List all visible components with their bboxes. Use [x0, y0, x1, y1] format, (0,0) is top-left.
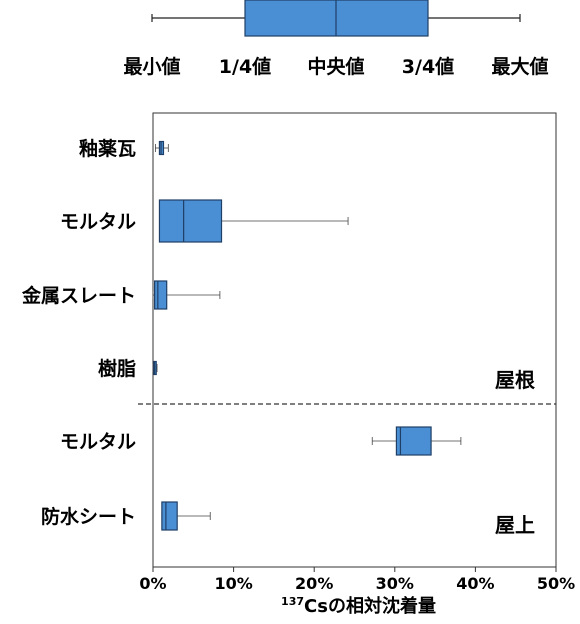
category-label: モルタル: [60, 431, 136, 453]
category-label: 釉薬瓦: [79, 137, 136, 160]
category-label: 防水シート: [41, 505, 136, 528]
category-label: モルタル: [60, 211, 136, 233]
legend-label: 最大値: [491, 55, 548, 78]
plot-frame: [152, 112, 557, 568]
x-tick-label: 20%: [295, 574, 333, 593]
box-iqr: [395, 426, 432, 456]
x-tick-label: 0%: [139, 574, 166, 593]
x-tick-label: 50%: [537, 574, 575, 593]
x-axis-label-superscript: 137: [281, 595, 304, 608]
x-tick-label: 10%: [214, 574, 252, 593]
category-label: 樹脂: [98, 357, 136, 380]
box-iqr: [158, 199, 223, 243]
legend-label: 3/4値: [402, 56, 454, 78]
group-label: 屋根: [495, 368, 535, 392]
legend-label: 1/4値: [219, 56, 271, 78]
category-label: 金属スレート: [21, 284, 136, 307]
x-axis-label-main: Csの相対沈着量: [304, 595, 436, 617]
x-tick-label: 30%: [376, 574, 414, 593]
group-label: 屋上: [495, 513, 535, 537]
legend-label: 中央値: [307, 55, 364, 78]
legend-label: 最小値: [123, 56, 180, 78]
box-iqr: [161, 501, 178, 531]
x-tick-label: 40%: [456, 574, 494, 593]
box-iqr: [154, 280, 168, 310]
x-axis-label: 137Csの相対沈着量: [281, 595, 436, 617]
